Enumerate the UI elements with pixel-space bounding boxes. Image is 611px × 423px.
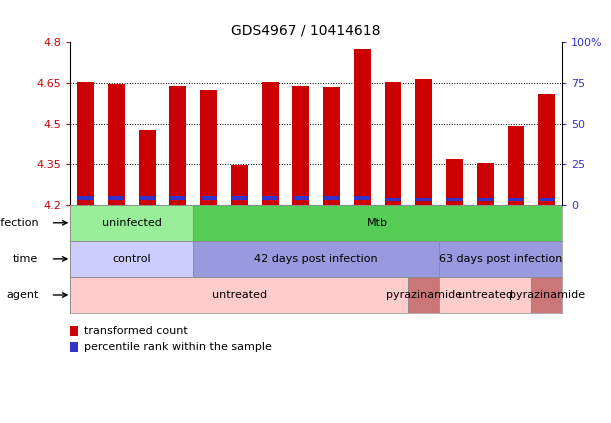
Bar <box>193 205 562 241</box>
Text: 42 days post infection: 42 days post infection <box>254 254 378 264</box>
Bar <box>262 82 279 205</box>
Text: infection: infection <box>0 218 38 228</box>
Bar <box>439 241 562 277</box>
Text: agent: agent <box>6 290 38 300</box>
Bar <box>354 49 371 205</box>
Text: time: time <box>13 254 38 264</box>
Bar <box>477 163 494 205</box>
Bar <box>538 94 555 205</box>
Bar <box>415 198 432 201</box>
Bar <box>108 84 125 205</box>
Bar <box>539 198 555 201</box>
Bar <box>262 196 278 200</box>
Bar <box>354 196 370 200</box>
Bar <box>232 196 247 200</box>
Bar <box>70 241 193 277</box>
Bar <box>446 159 463 205</box>
Bar <box>193 241 439 277</box>
Bar <box>447 198 463 201</box>
Bar <box>70 277 408 313</box>
Bar <box>77 82 94 205</box>
Text: pyrazinamide: pyrazinamide <box>386 290 462 300</box>
Bar <box>139 196 155 200</box>
Bar <box>200 196 217 200</box>
Text: transformed count: transformed count <box>84 326 188 336</box>
Text: control: control <box>112 254 151 264</box>
Bar <box>323 87 340 205</box>
Bar <box>78 196 93 200</box>
Bar <box>200 90 217 205</box>
Bar <box>408 277 439 313</box>
Bar <box>508 126 524 205</box>
Text: untreated: untreated <box>212 290 267 300</box>
Bar <box>293 85 309 205</box>
Bar <box>477 198 493 201</box>
Text: 63 days post infection: 63 days post infection <box>439 254 562 264</box>
Bar <box>70 205 193 241</box>
Bar <box>231 165 248 205</box>
Text: Mtb: Mtb <box>367 218 388 228</box>
Text: GDS4967 / 10414618: GDS4967 / 10414618 <box>231 23 380 37</box>
Bar <box>385 198 401 201</box>
Text: untreated: untreated <box>458 290 513 300</box>
Text: pyrazinamide: pyrazinamide <box>509 290 585 300</box>
Bar <box>169 85 186 205</box>
Bar <box>384 82 401 205</box>
Bar <box>139 130 156 205</box>
Bar <box>532 277 562 313</box>
Bar <box>108 196 125 200</box>
Text: uninfected: uninfected <box>102 218 162 228</box>
Text: percentile rank within the sample: percentile rank within the sample <box>84 342 272 352</box>
Bar <box>415 79 432 205</box>
Bar <box>293 196 309 200</box>
Bar <box>439 277 532 313</box>
Bar <box>324 196 340 200</box>
Bar <box>170 196 186 200</box>
Bar <box>508 198 524 201</box>
